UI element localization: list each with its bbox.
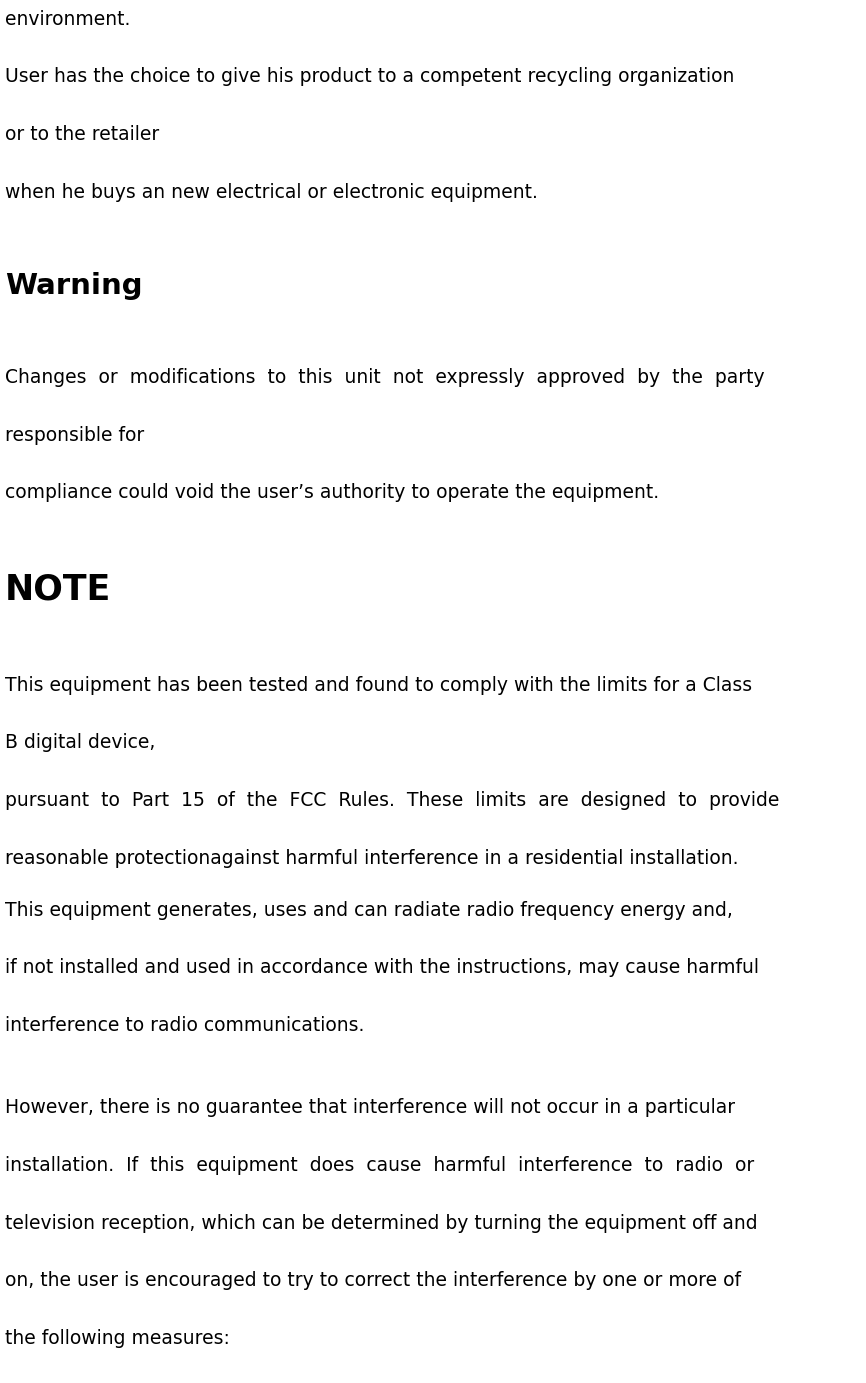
Text: User has the choice to give his product to a competent recycling organization: User has the choice to give his product … (5, 68, 734, 86)
Text: NOTE: NOTE (5, 573, 112, 607)
Text: if not installed and used in accordance with the instructions, may cause harmful: if not installed and used in accordance … (5, 958, 759, 978)
Text: environment.: environment. (5, 10, 131, 29)
Text: television reception, which can be determined by turning the equipment off and: television reception, which can be deter… (5, 1214, 758, 1232)
Text: Changes  or  modifications  to  this  unit  not  expressly  approved  by  the  p: Changes or modifications to this unit no… (5, 368, 765, 387)
Text: installation.  If  this  equipment  does  cause  harmful  interference  to  radi: installation. If this equipment does cau… (5, 1156, 754, 1176)
Text: B digital device,: B digital device, (5, 733, 156, 752)
Text: This equipment generates, uses and can radiate radio frequency energy and,: This equipment generates, uses and can r… (5, 900, 734, 920)
Text: Warning: Warning (5, 272, 143, 300)
Text: or to the retailer: or to the retailer (5, 124, 159, 144)
Text: responsible for: responsible for (5, 426, 145, 444)
Text: reasonable protectionagainst harmful interference in a residential installation.: reasonable protectionagainst harmful int… (5, 849, 739, 867)
Text: This equipment has been tested and found to comply with the limits for a Class: This equipment has been tested and found… (5, 676, 753, 694)
Text: interference to radio communications.: interference to radio communications. (5, 1017, 365, 1034)
Text: when he buys an new electrical or electronic equipment.: when he buys an new electrical or electr… (5, 183, 538, 202)
Text: compliance could void the user’s authority to operate the equipment.: compliance could void the user’s authori… (5, 483, 659, 502)
Text: the following measures:: the following measures: (5, 1329, 230, 1348)
Text: However, there is no guarantee that interference will not occur in a particular: However, there is no guarantee that inte… (5, 1098, 735, 1117)
Text: pursuant  to  Part  15  of  the  FCC  Rules.  These  limits  are  designed  to  : pursuant to Part 15 of the FCC Rules. Th… (5, 791, 779, 810)
Text: on, the user is encouraged to try to correct the interference by one or more of: on, the user is encouraged to try to cor… (5, 1271, 741, 1290)
